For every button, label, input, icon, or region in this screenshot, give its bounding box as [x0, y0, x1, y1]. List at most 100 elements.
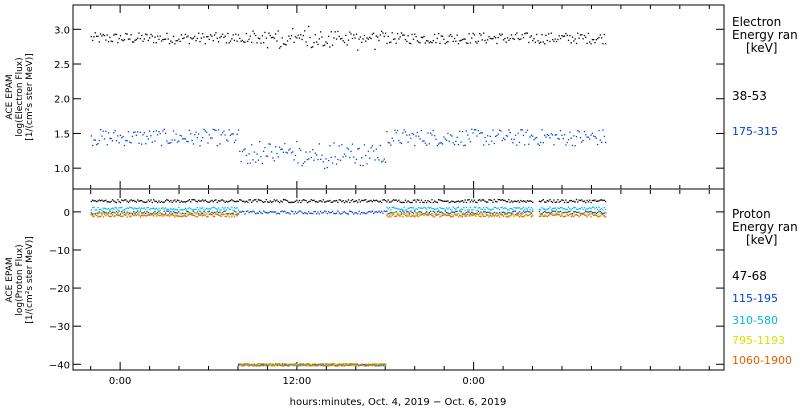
data-point [475, 214, 477, 216]
data-point [178, 38, 180, 40]
data-point [131, 135, 134, 138]
data-point [168, 42, 171, 45]
data-point [540, 215, 542, 218]
data-point [331, 363, 334, 365]
data-point [392, 199, 395, 201]
data-point [207, 35, 209, 38]
data-point [256, 363, 258, 365]
data-point [575, 211, 578, 214]
data-point [379, 34, 381, 36]
data-point [506, 216, 509, 218]
data-point [276, 152, 278, 155]
data-point [170, 141, 172, 144]
data-point [130, 142, 132, 144]
data-point [563, 212, 566, 214]
data-point [288, 365, 290, 367]
data-point [479, 215, 481, 217]
data-point [558, 211, 560, 213]
data-point [105, 213, 107, 215]
data-point [373, 365, 375, 367]
data-point [526, 129, 529, 131]
data-point [562, 35, 564, 38]
data-point [375, 363, 377, 365]
data-point [547, 211, 550, 214]
data-point [194, 208, 196, 211]
data-point [573, 200, 575, 202]
data-point [431, 199, 433, 201]
data-point [166, 199, 168, 201]
data-point [361, 156, 363, 159]
data-point [410, 137, 412, 140]
data-point [286, 364, 289, 367]
data-point [477, 130, 480, 132]
data-point [371, 365, 373, 367]
data-point [370, 147, 372, 149]
data-point [207, 215, 209, 217]
data-point [501, 213, 503, 215]
data-point [135, 201, 138, 203]
data-point [555, 214, 558, 216]
data-point [164, 200, 167, 202]
data-point [91, 206, 94, 209]
data-point [423, 201, 425, 204]
data-point [558, 138, 560, 140]
data-point [240, 40, 242, 42]
data-point [449, 134, 452, 136]
data-point [221, 132, 224, 134]
data-point [456, 136, 458, 139]
data-point [339, 199, 342, 201]
data-point [528, 211, 530, 213]
data-point [257, 159, 259, 161]
data-point [97, 142, 99, 145]
data-point [358, 38, 360, 40]
data-point [480, 215, 482, 218]
data-point [302, 162, 305, 165]
data-point [205, 207, 208, 209]
data-point [375, 365, 377, 367]
data-point [176, 141, 179, 143]
data-point [480, 214, 482, 216]
data-point [359, 213, 362, 215]
data-point [350, 210, 352, 213]
data-point [134, 39, 136, 41]
data-point [276, 213, 278, 215]
data-point [461, 208, 464, 211]
data-point [248, 364, 250, 367]
data-point [544, 215, 546, 217]
data-point [562, 211, 564, 214]
data-point [155, 212, 157, 215]
data-point [319, 210, 322, 213]
data-point [550, 211, 552, 213]
data-point [448, 213, 450, 215]
data-point [115, 207, 118, 209]
data-point [481, 39, 484, 41]
data-point [216, 208, 218, 210]
data-point [188, 42, 191, 45]
data-point [316, 213, 318, 215]
data-point [542, 215, 544, 217]
data-point [505, 207, 507, 210]
data-point [297, 201, 299, 203]
data-point [270, 151, 273, 153]
data-point [353, 363, 355, 366]
data-point [204, 212, 206, 214]
data-point [105, 211, 107, 214]
data-point [138, 200, 140, 202]
data-point [484, 215, 486, 218]
data-point [562, 137, 564, 140]
data-point [91, 214, 94, 216]
data-point [513, 38, 515, 41]
data-point [248, 199, 250, 201]
data-point [367, 38, 370, 40]
data-point [174, 43, 176, 45]
data-point [373, 32, 375, 34]
data-point [406, 209, 408, 211]
data-point [240, 211, 242, 213]
data-point [500, 214, 502, 216]
data-point [558, 213, 560, 216]
data-point [288, 201, 290, 203]
data-point [215, 212, 217, 215]
data-point [449, 34, 452, 36]
data-point [380, 30, 383, 32]
data-point [259, 365, 261, 367]
